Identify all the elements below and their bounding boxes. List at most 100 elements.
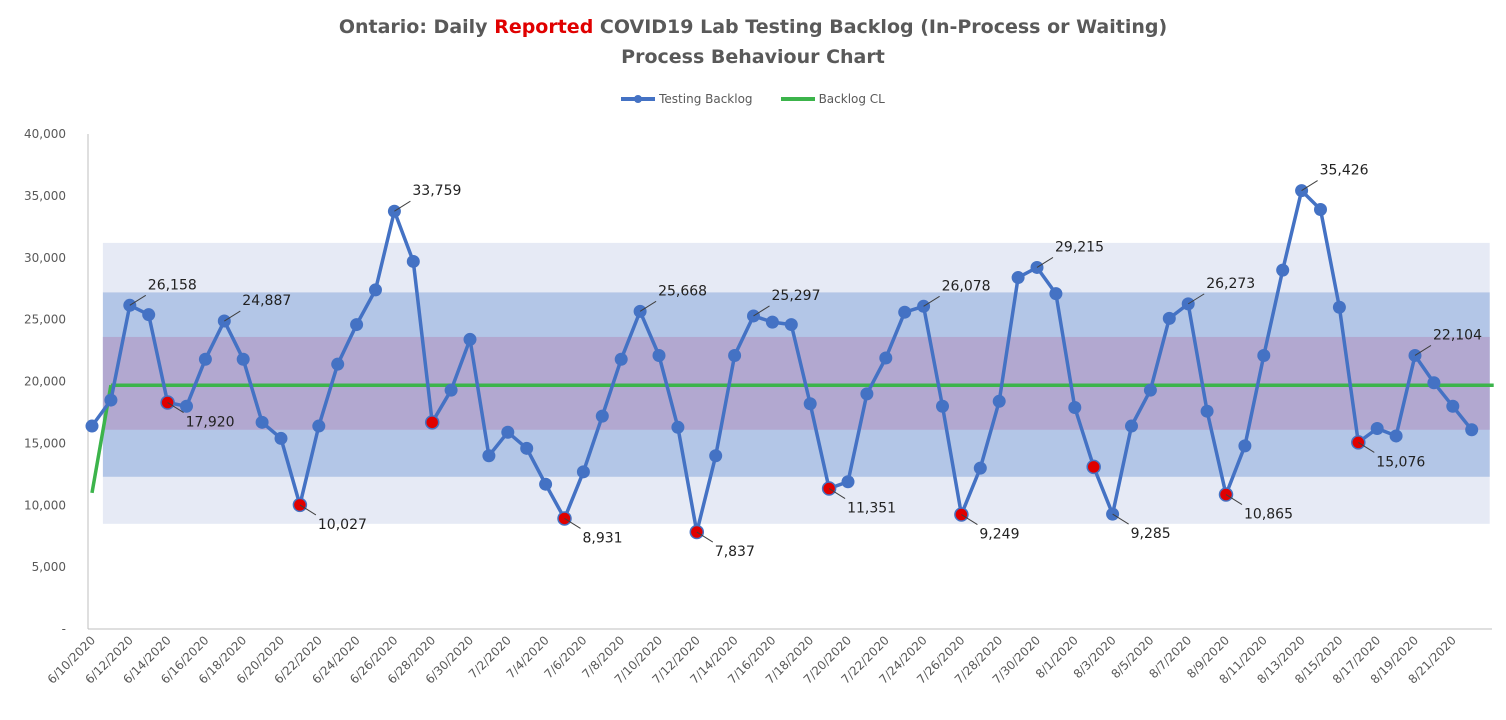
data-point [274, 431, 288, 445]
chart-subtitle: Process Behaviour Chart [621, 46, 885, 68]
data-point [1238, 439, 1252, 453]
data-label: 35,426 [1320, 163, 1369, 179]
data-point [614, 352, 628, 366]
data-label: 26,078 [942, 278, 991, 294]
data-label: 25,297 [772, 288, 821, 304]
data-point [576, 465, 590, 479]
data-point [1332, 300, 1346, 314]
data-point [728, 349, 742, 363]
data-label: 9,249 [979, 527, 1019, 543]
data-point [973, 461, 987, 475]
y-tick-label: 30,000 [24, 251, 66, 265]
y-tick-label: 10,000 [24, 498, 66, 512]
data-point [350, 318, 364, 332]
data-label: 26,273 [1206, 276, 1255, 292]
data-point [1011, 271, 1025, 285]
legend-label-testing-backlog: Testing Backlog [659, 92, 753, 106]
data-point [85, 419, 99, 433]
legend-item-testing-backlog: Testing Backlog [621, 92, 753, 106]
data-point [539, 477, 553, 491]
data-point [180, 399, 193, 413]
y-tick-label: 15,000 [24, 436, 66, 450]
data-label-leader [394, 200, 411, 212]
data-label: 10,865 [1244, 507, 1293, 523]
legend-swatch-testing-backlog [621, 95, 656, 103]
data-label-leader [299, 504, 317, 516]
data-point [1314, 202, 1327, 216]
data-point [312, 419, 326, 433]
data-point [936, 399, 949, 413]
y-tick-label: 35,000 [24, 189, 66, 203]
data-point [198, 352, 212, 366]
data-label: 8,931 [583, 530, 623, 546]
y-tick-label: 20,000 [24, 375, 66, 389]
chart-title: Ontario: Daily Reported COVID19 Lab Test… [338, 16, 1168, 38]
data-label-leader [961, 514, 978, 525]
data-point-signal [1086, 459, 1101, 475]
data-label: 7,837 [715, 544, 755, 560]
data-point [1200, 404, 1214, 418]
data-point [671, 420, 685, 434]
data-point [595, 409, 609, 423]
data-label: 33,759 [412, 183, 461, 199]
data-point [784, 318, 798, 332]
data-point [879, 351, 893, 365]
data-label-leader [1414, 345, 1432, 356]
data-label-leader [224, 310, 241, 322]
data-point [1125, 419, 1138, 433]
legend-item-backlog-cl: Backlog CL [780, 92, 885, 106]
data-point [520, 441, 534, 455]
data-point [501, 425, 515, 439]
data-point [652, 349, 666, 363]
data-point [406, 254, 420, 268]
data-point [1049, 287, 1063, 301]
data-point [709, 449, 723, 463]
data-label-leader [639, 300, 657, 312]
data-point [898, 305, 912, 319]
data-label-leader [564, 518, 581, 529]
data-label: 24,887 [242, 293, 291, 309]
data-point [236, 352, 250, 366]
data-label-leader [129, 294, 147, 306]
data-point [1162, 311, 1176, 325]
y-tick-label: - [62, 622, 66, 636]
data-label: 11,351 [847, 501, 896, 517]
data-point [255, 415, 269, 429]
data-label-leader [1301, 180, 1318, 192]
legend-label-backlog-cl: Backlog CL [818, 92, 885, 106]
data-label-leader [1036, 257, 1054, 268]
legend: Testing Backlog Backlog CL [0, 92, 1506, 106]
data-label: 10,027 [318, 517, 367, 533]
y-tick-label: 40,000 [24, 127, 66, 141]
data-point [1427, 376, 1441, 390]
data-point [1389, 429, 1403, 443]
data-point [841, 475, 855, 489]
data-label-leader [828, 488, 846, 499]
data-point [992, 394, 1006, 408]
data-label: 25,668 [658, 283, 707, 299]
data-point [463, 332, 477, 346]
data-label-leader [696, 531, 714, 543]
data-point-signal [424, 415, 440, 430]
data-point [331, 357, 345, 371]
y-tick-label: 25,000 [24, 313, 66, 327]
data-point [142, 308, 156, 322]
data-point [444, 383, 458, 397]
data-label-leader [923, 295, 940, 307]
data-point [860, 387, 874, 401]
data-label-leader [1112, 513, 1129, 525]
data-label-leader [1187, 293, 1205, 305]
data-point [104, 393, 118, 407]
data-point [803, 397, 817, 411]
data-label: 9,285 [1131, 526, 1171, 542]
data-label-leader [167, 402, 184, 413]
data-label-leader [1225, 494, 1243, 505]
data-point [1465, 423, 1479, 437]
data-label: 17,920 [186, 415, 235, 431]
data-point [1446, 399, 1460, 413]
y-tick-label: 5,000 [32, 560, 66, 574]
series-line-testing-backlog [90, 188, 1474, 534]
data-point [1276, 263, 1290, 277]
data-point [765, 315, 779, 329]
